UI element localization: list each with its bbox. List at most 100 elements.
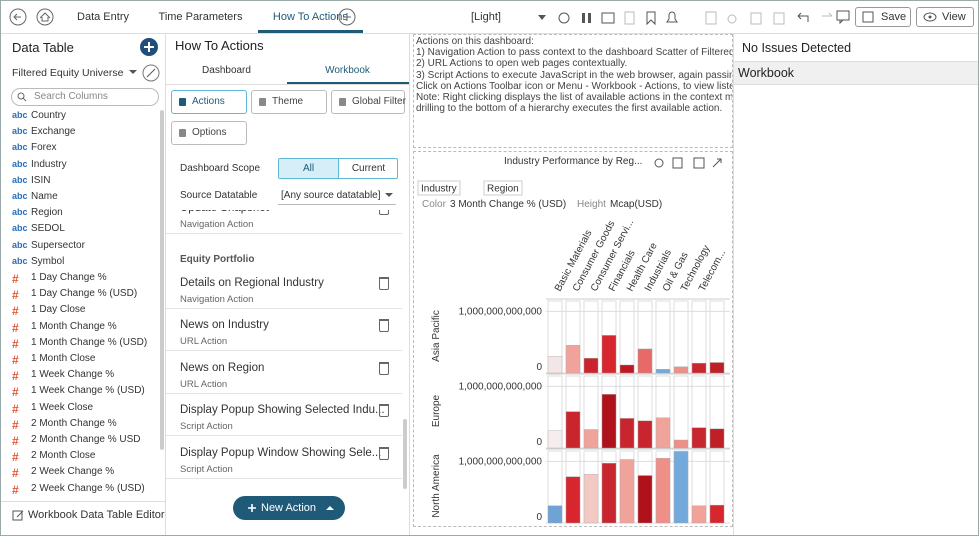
- save-button[interactable]: Save: [855, 7, 911, 27]
- column-type: #: [12, 304, 19, 318]
- action-name: Display Popup Showing Selected Indu...: [180, 404, 385, 416]
- scope-option[interactable]: All: [279, 159, 338, 178]
- action-item[interactable]: Details on Regional IndustryNavigation A…: [166, 268, 402, 309]
- column-name[interactable]: Country: [31, 110, 66, 121]
- add-column[interactable]: [139, 37, 159, 57]
- new-action-button[interactable]: New Action: [233, 496, 345, 520]
- color-label: Color: [422, 199, 447, 210]
- search-box[interactable]: Search Columns: [11, 88, 159, 106]
- add-tab[interactable]: [338, 8, 358, 28]
- column-name[interactable]: Name: [31, 191, 58, 202]
- column-name[interactable]: 1 Day Change % (USD): [31, 288, 137, 299]
- plus-icon: [247, 503, 257, 513]
- bar: [638, 349, 652, 373]
- delete-icon[interactable]: [379, 210, 389, 215]
- scope-option[interactable]: Current: [338, 159, 398, 178]
- column-name[interactable]: 1 Month Change %: [31, 321, 117, 332]
- column-name[interactable]: Supersector: [31, 240, 85, 251]
- toolbar: Data EntryTime ParametersHow To Actions …: [1, 1, 978, 34]
- delete-icon[interactable]: [379, 447, 389, 460]
- note-line: Click on Actions Toolbar icon or Menu - …: [416, 81, 733, 92]
- column-name[interactable]: 2 Week Change %: [31, 466, 114, 477]
- delete-icon[interactable]: [379, 319, 389, 332]
- action-item[interactable]: Update SnapshotNavigation Action: [166, 210, 402, 234]
- column-type: abc: [12, 191, 28, 201]
- column-name[interactable]: ISIN: [31, 175, 50, 186]
- tab-underline: [287, 82, 409, 84]
- bar: [620, 459, 634, 523]
- bar: [584, 358, 598, 373]
- source-controls[interactable]: [127, 64, 161, 82]
- action-item[interactable]: Display Popup Showing Selected Indu...Sc…: [166, 395, 402, 436]
- column-name[interactable]: Region: [31, 207, 63, 218]
- bar: [638, 421, 652, 448]
- row-label: North America: [431, 454, 442, 518]
- column-name[interactable]: Exchange: [31, 126, 75, 137]
- action-name: News on Industry: [180, 319, 269, 331]
- column-type: abc: [12, 207, 28, 217]
- toolbar-button[interactable]: Global Filter: [331, 90, 405, 114]
- issues-item: Workbook: [738, 66, 794, 80]
- tab[interactable]: Dashboard: [166, 65, 287, 76]
- column-name[interactable]: 1 Month Close: [31, 353, 95, 364]
- column-name[interactable]: 2 Month Change % USD: [31, 434, 141, 445]
- bar: [548, 431, 562, 448]
- column-name[interactable]: 1 Week Change %: [31, 369, 114, 380]
- theme[interactable]: [Light]: [471, 11, 501, 23]
- column-type: #: [12, 353, 19, 367]
- column-name[interactable]: Industry: [31, 159, 67, 170]
- view-button[interactable]: View: [916, 7, 974, 27]
- comment-icon[interactable]: [836, 10, 850, 24]
- chart-title: Industry Performance by Reg...: [504, 156, 642, 167]
- divider: [1, 501, 165, 502]
- column-name[interactable]: 1 Week Close: [31, 402, 93, 413]
- toolbar-button[interactable]: Options: [171, 121, 247, 145]
- bar: [602, 394, 616, 448]
- toolbar-icons: [536, 10, 846, 26]
- column-name[interactable]: 2 Month Change %: [31, 418, 117, 429]
- note-line: Note: Right clicking displays the list o…: [416, 92, 733, 103]
- column-name[interactable]: 2 Week Change % (USD): [31, 483, 145, 494]
- bar: [674, 451, 688, 523]
- delete-icon[interactable]: [379, 362, 389, 375]
- height-label: Height: [577, 199, 606, 210]
- bar: [692, 506, 706, 523]
- delete-icon[interactable]: [379, 277, 389, 290]
- tab[interactable]: Data Entry: [63, 11, 143, 23]
- column-name[interactable]: 2 Month Close: [31, 450, 95, 461]
- action-item[interactable]: Display Popup Window Showing Sele...Scri…: [166, 438, 402, 479]
- bar: [692, 428, 706, 448]
- action-list: Update SnapshotNavigation ActionEquity P…: [166, 210, 402, 482]
- source-select[interactable]: Filtered Equity Universe: [12, 67, 123, 79]
- bar: [656, 458, 670, 523]
- notes-text: Actions on this dashboard:1) Navigation …: [413, 34, 733, 148]
- column-name[interactable]: 1 Day Change %: [31, 272, 107, 283]
- toolbar-button[interactable]: Actions: [171, 90, 247, 114]
- issues-row[interactable]: Workbook: [734, 61, 979, 85]
- tab[interactable]: Time Parameters: [145, 11, 256, 23]
- column-name[interactable]: Forex: [31, 142, 57, 153]
- breakdown-label: Region: [487, 184, 519, 195]
- tab[interactable]: Workbook: [287, 65, 408, 76]
- toolbar-button[interactable]: Theme: [251, 90, 327, 114]
- editor-link[interactable]: Workbook Data Table Editor: [28, 509, 165, 521]
- action-item[interactable]: News on RegionURL Action: [166, 353, 402, 394]
- column-type: #: [12, 369, 19, 383]
- bar: [656, 369, 670, 373]
- column-name[interactable]: 1 Month Change % (USD): [31, 337, 147, 348]
- note-line: 2) URL Actions to open web pages context…: [416, 58, 733, 69]
- column-list: abcCountryabcExchangeabcForexabcIndustry…: [1, 110, 159, 494]
- height-value: Mcap(USD): [610, 199, 662, 210]
- delete-icon[interactable]: [379, 404, 389, 417]
- bar: [692, 363, 706, 373]
- column-name[interactable]: 1 Week Change % (USD): [31, 385, 145, 396]
- column-type: #: [12, 466, 19, 480]
- column-name[interactable]: Symbol: [31, 256, 64, 267]
- column-name[interactable]: 1 Day Close: [31, 304, 85, 315]
- bar: [620, 365, 634, 373]
- action-item[interactable]: News on IndustryURL Action: [166, 310, 402, 351]
- source-select[interactable]: [Any source datatable]: [281, 190, 381, 201]
- column-name[interactable]: SEDOL: [31, 223, 65, 234]
- column-type: #: [12, 450, 19, 464]
- column-type: #: [12, 272, 19, 286]
